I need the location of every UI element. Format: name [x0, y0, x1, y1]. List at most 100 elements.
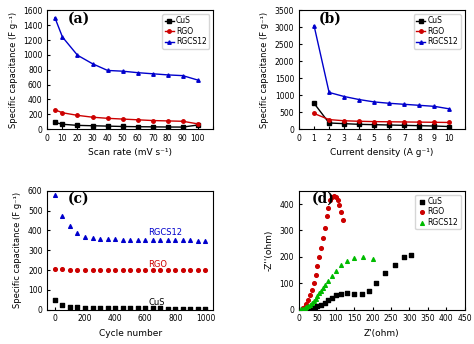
- RGCS12: [369, 256, 376, 261]
- RGCS12: [150, 72, 155, 76]
- RGCS12: [372, 100, 377, 104]
- RGO: [306, 292, 314, 298]
- RGCS12: [60, 35, 65, 39]
- RGO: [150, 118, 155, 122]
- Point: [172, 267, 179, 273]
- RGCS12: [299, 306, 307, 312]
- Point: [59, 213, 66, 218]
- RGO: [74, 113, 80, 117]
- Line: RGCS12: RGCS12: [53, 16, 200, 82]
- RGCS12: [302, 305, 310, 310]
- Point: [187, 267, 194, 273]
- CuS: [417, 123, 422, 128]
- RGCS12: [447, 107, 452, 111]
- X-axis label: Scan rate (mV s⁻¹): Scan rate (mV s⁻¹): [88, 149, 172, 158]
- Point: [194, 238, 201, 243]
- CuS: [386, 123, 392, 127]
- RGCS12: [105, 68, 110, 73]
- Point: [164, 306, 172, 311]
- RGCS12: [301, 305, 308, 311]
- RGO: [337, 209, 345, 215]
- RGO: [328, 195, 336, 200]
- Point: [194, 306, 201, 312]
- Point: [119, 237, 127, 242]
- Y-axis label: Specific capacitance (F g⁻¹): Specific capacitance (F g⁻¹): [260, 12, 269, 128]
- Point: [89, 305, 96, 311]
- RGO: [105, 116, 110, 120]
- RGO: [165, 119, 171, 123]
- RGCS12: [135, 71, 140, 75]
- RGO: [326, 118, 332, 122]
- Text: (c): (c): [67, 192, 89, 206]
- CuS: [310, 305, 318, 310]
- Point: [51, 266, 59, 271]
- RGCS12: [319, 285, 327, 291]
- Point: [81, 267, 89, 272]
- Line: RGO: RGO: [312, 112, 451, 124]
- RGO: [386, 120, 392, 124]
- RGO: [334, 197, 341, 203]
- Y-axis label: Specific capacitance (F g⁻¹): Specific capacitance (F g⁻¹): [9, 12, 18, 128]
- CuS: [325, 298, 332, 303]
- Point: [59, 267, 66, 272]
- RGCS12: [326, 90, 332, 95]
- RGO: [336, 203, 343, 208]
- RGCS12: [308, 300, 316, 306]
- RGCS12: [321, 282, 328, 288]
- CuS: [365, 288, 373, 294]
- Text: RGO: RGO: [148, 260, 167, 269]
- X-axis label: Cycle number: Cycle number: [99, 329, 162, 338]
- Point: [89, 236, 96, 241]
- RGO: [120, 117, 126, 121]
- Point: [164, 238, 172, 243]
- CuS: [391, 262, 399, 268]
- Point: [194, 267, 201, 273]
- Point: [172, 306, 179, 311]
- RGCS12: [315, 290, 323, 296]
- Point: [179, 267, 187, 273]
- Text: CuS: CuS: [148, 298, 165, 307]
- RGCS12: [195, 78, 201, 82]
- RGCS12: [297, 306, 305, 312]
- Point: [201, 306, 209, 312]
- CuS: [407, 253, 415, 258]
- RGCS12: [74, 53, 80, 57]
- Point: [156, 306, 164, 311]
- Point: [134, 305, 141, 311]
- Point: [73, 267, 81, 272]
- RGCS12: [343, 258, 351, 264]
- RGO: [315, 254, 323, 260]
- RGCS12: [386, 101, 392, 105]
- RGCS12: [304, 304, 312, 309]
- Point: [96, 305, 104, 311]
- Point: [201, 238, 209, 244]
- RGCS12: [317, 288, 325, 293]
- RGO: [304, 298, 312, 303]
- RGO: [447, 120, 452, 125]
- CuS: [314, 304, 321, 309]
- RGO: [135, 118, 140, 122]
- CuS: [356, 122, 362, 126]
- RGCS12: [360, 255, 367, 260]
- RGCS12: [90, 62, 95, 66]
- CuS: [321, 300, 328, 306]
- RGCS12: [52, 16, 58, 20]
- CuS: [302, 306, 310, 312]
- CuS: [328, 295, 336, 300]
- RGO: [327, 197, 334, 203]
- RGO: [330, 193, 338, 199]
- CuS: [382, 270, 389, 276]
- Point: [119, 267, 127, 273]
- Legend: CuS, RGO, RGCS12: CuS, RGO, RGCS12: [415, 195, 461, 229]
- Point: [81, 305, 89, 310]
- Text: (a): (a): [67, 11, 90, 25]
- RGO: [341, 119, 347, 123]
- RGO: [356, 119, 362, 123]
- CuS: [52, 120, 58, 125]
- RGO: [321, 225, 328, 230]
- RGO: [90, 115, 95, 119]
- Point: [73, 230, 81, 236]
- Point: [81, 234, 89, 239]
- CuS: [120, 125, 126, 129]
- Point: [73, 304, 81, 310]
